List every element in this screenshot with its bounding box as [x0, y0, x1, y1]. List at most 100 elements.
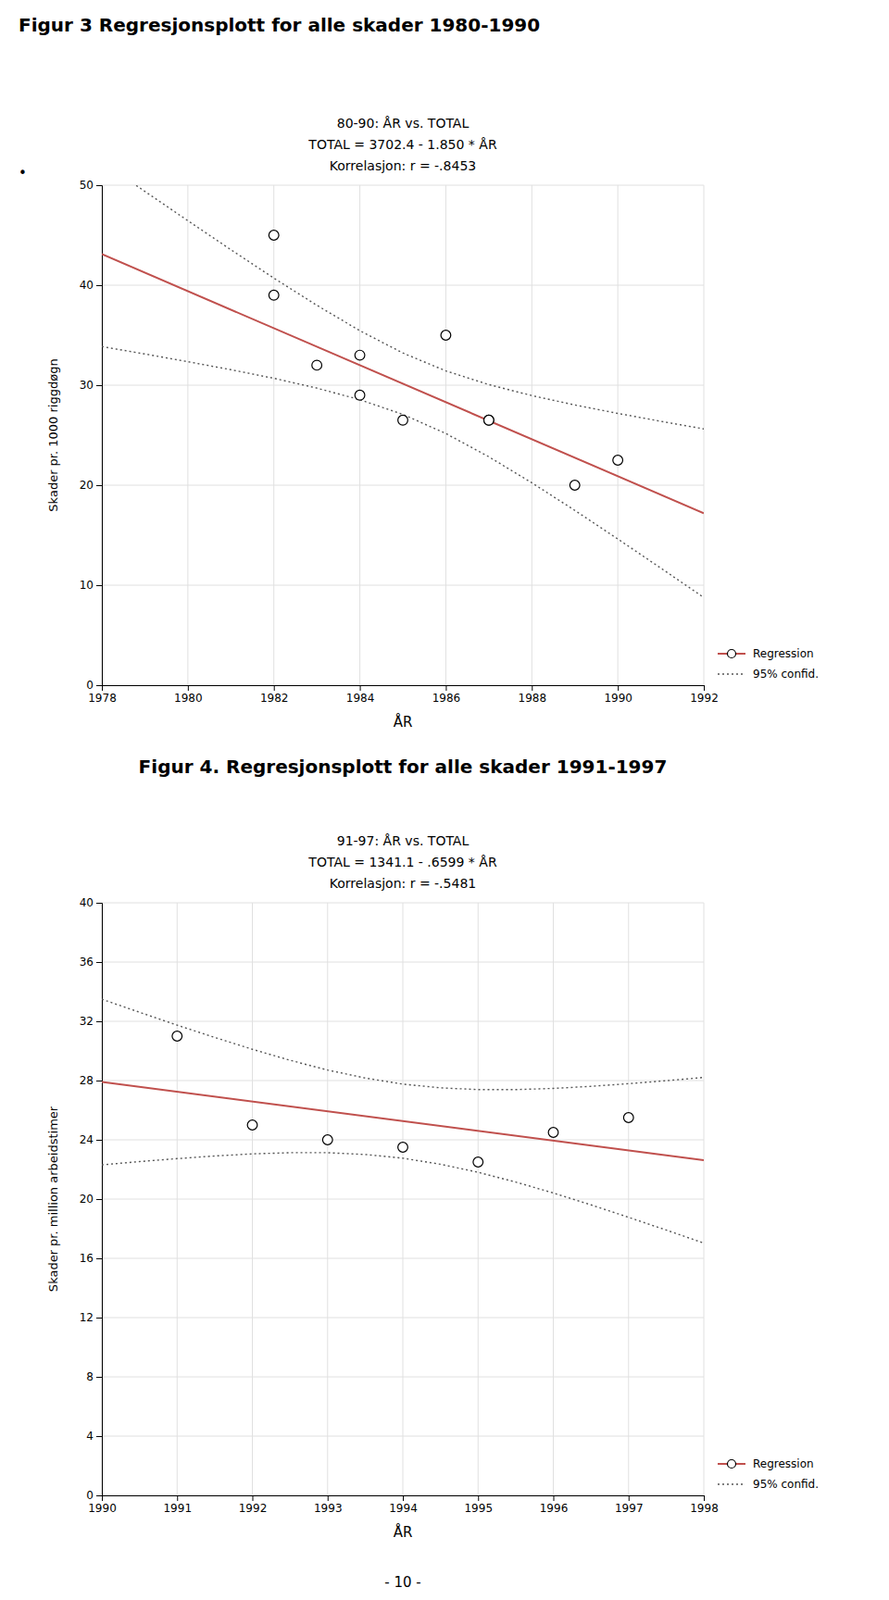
grid-line-y: [101, 962, 704, 964]
x-tick-label: 1992: [238, 1502, 268, 1516]
x-tick-label: 1982: [260, 691, 289, 705]
grid-line-y: [101, 1377, 704, 1378]
legend-label: 95% confid.: [752, 667, 819, 681]
y-tick-label: 0: [86, 1489, 94, 1503]
y-tick-mark: [96, 285, 102, 287]
lines: [101, 999, 704, 1243]
grid-line-y: [101, 1317, 704, 1319]
y-tick: 0: [86, 1489, 102, 1503]
y-tick-mark: [96, 1495, 102, 1497]
x-tick-label: 1996: [539, 1502, 569, 1516]
plot-title: TOTAL = 3702.4 - 1.850 * ÅR: [307, 137, 498, 152]
regression-line: [101, 1082, 704, 1161]
plot-area: [101, 185, 704, 598]
plot-title: Korrelasjon: r = -.8453: [329, 158, 476, 174]
x-tick-mark: [360, 685, 362, 691]
grid-line-y: [101, 1258, 704, 1260]
y-axis-label: Skader pr. 1000 riggdøgn: [46, 358, 61, 512]
x-tick-label: 1986: [432, 691, 462, 705]
x-tick-mark: [531, 685, 533, 691]
x-tick-label: 1997: [614, 1502, 644, 1516]
plot-area: [101, 999, 704, 1243]
x-tick: 1982: [260, 685, 289, 705]
plot-title: 91-97: ÅR vs. TOTAL: [337, 833, 470, 849]
scatter-point: [247, 1120, 258, 1131]
y-tick-label: 24: [79, 1133, 94, 1147]
x-tick-label: 1995: [463, 1502, 493, 1516]
x-tick: 1992: [689, 685, 719, 705]
scatter-point: [322, 1135, 333, 1146]
x-tick-label: 1984: [346, 691, 376, 705]
grid-line-x: [445, 185, 447, 686]
legend: Regression 95% confid.: [717, 647, 819, 681]
x-tick-label: 1978: [87, 691, 117, 705]
y-tick: 0: [86, 678, 102, 692]
x-tick-mark: [252, 1495, 254, 1502]
confidence-line: [101, 1152, 704, 1244]
y-tick-mark: [96, 1021, 102, 1023]
y-tick-mark: [96, 1258, 102, 1260]
grid-line-x: [187, 185, 188, 686]
lines: [101, 185, 704, 598]
scatter-point: [548, 1127, 559, 1139]
confidence-line: [101, 346, 704, 598]
grid-line-x: [703, 185, 705, 686]
y-tick: 32: [79, 1014, 102, 1028]
y-tick-mark: [96, 1199, 102, 1201]
y-tick-mark: [96, 1317, 102, 1319]
legend-entry: Regression: [717, 1457, 814, 1471]
y-tick-label: 32: [79, 1014, 94, 1028]
legend-label: 95% confid.: [752, 1477, 819, 1491]
legend-entry: 95% confid.: [717, 1477, 819, 1491]
grid-line-x: [531, 185, 533, 686]
x-axis: 199019911992199319941995199619971998: [87, 1495, 719, 1516]
figure-title: Figur 4. Regresjonsplott for alle skader…: [138, 755, 668, 778]
x-tick: 1992: [238, 1495, 268, 1516]
grid-line-y: [101, 185, 704, 187]
y-tick-label: 0: [86, 678, 94, 692]
x-tick-label: 1990: [87, 1502, 117, 1516]
y-tick-mark: [96, 485, 102, 487]
figure-title: Figur 3 Regresjonsplott for alle skader …: [18, 13, 540, 37]
y-tick-mark: [96, 902, 102, 904]
x-tick-label: 1992: [689, 691, 719, 705]
chart: Figur 3 Regresjonsplott for alle skader …: [18, 13, 819, 731]
points: [268, 230, 623, 491]
x-tick: 1993: [313, 1495, 343, 1516]
legend-swatch: [717, 673, 746, 675]
y-tick-label: 8: [86, 1370, 94, 1384]
y-tick: 4: [86, 1429, 102, 1443]
y-axis-label: Skader pr. million arbeidstimer: [46, 1105, 61, 1292]
scatter-point: [172, 1031, 183, 1042]
y-axis-line: [96, 903, 103, 1497]
grid-line-y: [101, 1139, 704, 1141]
y-tick-label: 50: [79, 178, 94, 192]
x-tick-mark: [176, 1495, 178, 1502]
y-axis-line: [96, 186, 103, 687]
grid-line-y: [101, 902, 704, 904]
legend-label: Regression: [752, 647, 814, 661]
y-tick-label: 20: [79, 1192, 94, 1206]
y-tick-label: 36: [79, 955, 94, 969]
grid-line-x: [273, 185, 275, 686]
grid: [101, 185, 704, 686]
x-tick: 1980: [174, 685, 203, 705]
y-tick-mark: [96, 185, 102, 187]
y-tick-label: 40: [79, 278, 94, 292]
legend-entry: 95% confid.: [717, 667, 819, 681]
x-tick-mark: [445, 685, 447, 691]
grid-line-y: [101, 1436, 704, 1438]
legend-marker: [727, 650, 737, 659]
legend-swatch: [717, 1483, 746, 1485]
legend-entry: Regression: [717, 647, 814, 661]
y-tick-mark: [96, 1436, 102, 1438]
grid-line-y: [101, 1021, 704, 1023]
x-tick-mark: [617, 685, 619, 691]
scatter-point: [484, 414, 495, 426]
scatter-point: [354, 350, 365, 361]
x-tick-mark: [187, 685, 189, 691]
grid: [101, 902, 704, 1496]
y-tick: 28: [79, 1074, 102, 1088]
scatter-point: [398, 1142, 409, 1153]
x-tick-label: 1988: [518, 691, 548, 705]
